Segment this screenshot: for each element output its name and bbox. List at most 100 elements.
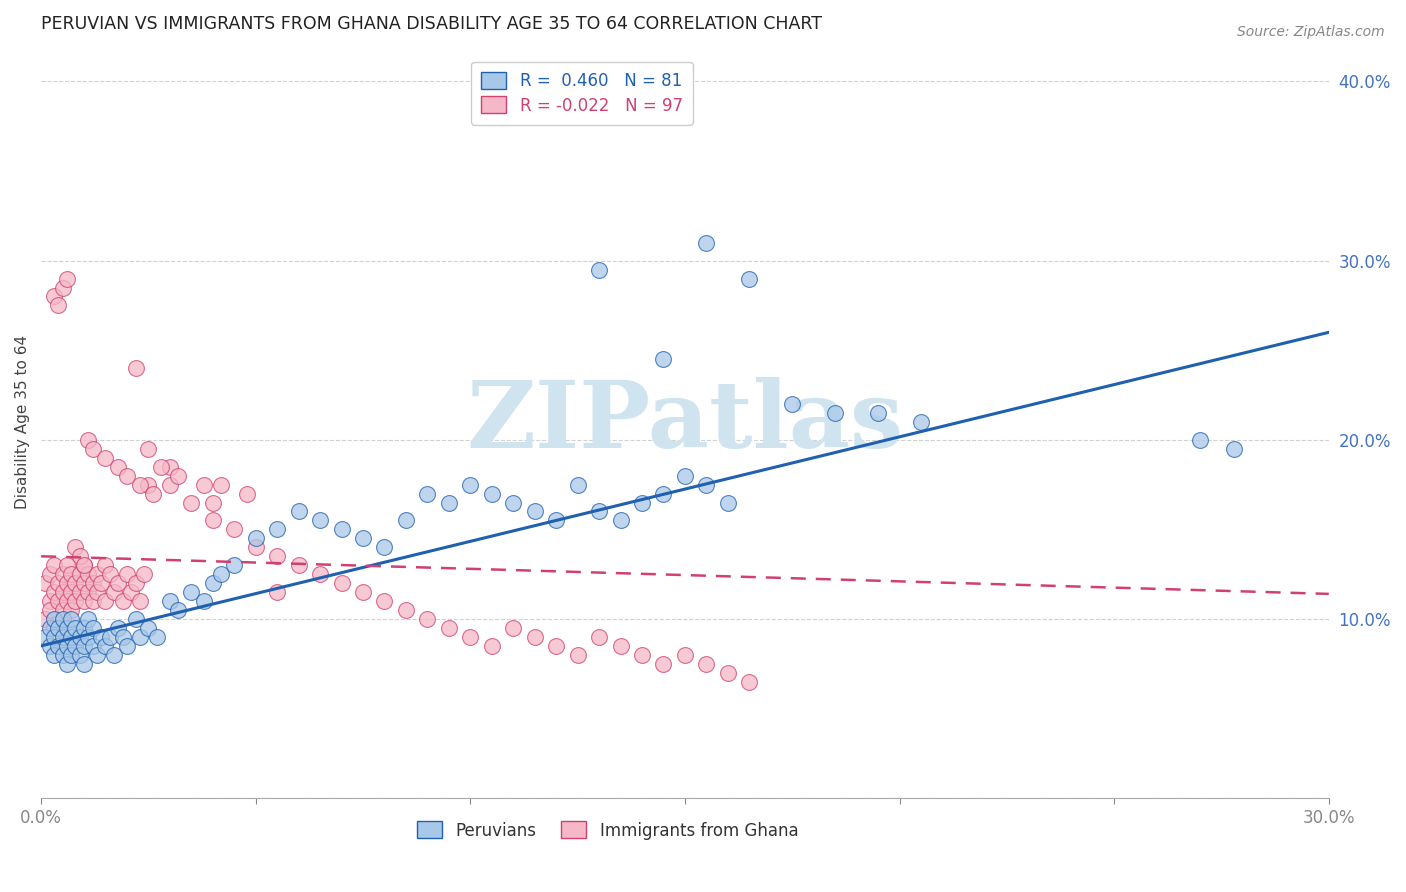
Point bbox=[73, 594, 96, 608]
Point bbox=[107, 621, 129, 635]
Point bbox=[65, 594, 87, 608]
Point bbox=[65, 541, 87, 555]
Point bbox=[567, 648, 589, 662]
Point bbox=[546, 111, 568, 125]
Point bbox=[738, 271, 761, 285]
Point bbox=[128, 594, 150, 608]
Point bbox=[60, 648, 83, 662]
Point bbox=[352, 585, 374, 599]
Point bbox=[695, 235, 717, 250]
Point bbox=[90, 576, 112, 591]
Point bbox=[373, 594, 395, 608]
Point bbox=[103, 585, 125, 599]
Point bbox=[201, 513, 224, 527]
Point bbox=[738, 674, 761, 689]
Point bbox=[142, 486, 165, 500]
Point bbox=[460, 477, 482, 491]
Point bbox=[588, 504, 610, 518]
Point bbox=[56, 621, 79, 635]
Point bbox=[65, 621, 87, 635]
Point bbox=[56, 639, 79, 653]
Point bbox=[209, 477, 232, 491]
Point bbox=[138, 477, 160, 491]
Point bbox=[38, 567, 60, 582]
Point bbox=[138, 621, 160, 635]
Point bbox=[546, 513, 568, 527]
Point bbox=[86, 648, 108, 662]
Point bbox=[717, 665, 740, 680]
Point bbox=[52, 567, 75, 582]
Point bbox=[910, 415, 932, 429]
Point bbox=[82, 576, 104, 591]
Point bbox=[481, 639, 503, 653]
Point bbox=[69, 567, 91, 582]
Point bbox=[245, 532, 267, 546]
Point bbox=[60, 612, 83, 626]
Point bbox=[69, 549, 91, 564]
Point bbox=[224, 558, 246, 573]
Point bbox=[42, 289, 65, 303]
Point bbox=[138, 442, 160, 456]
Point bbox=[159, 459, 181, 474]
Point bbox=[193, 477, 215, 491]
Point bbox=[73, 621, 96, 635]
Point bbox=[42, 558, 65, 573]
Point bbox=[209, 567, 232, 582]
Point bbox=[481, 486, 503, 500]
Point bbox=[34, 612, 56, 626]
Point bbox=[42, 585, 65, 599]
Point bbox=[330, 576, 353, 591]
Point bbox=[86, 585, 108, 599]
Point bbox=[588, 630, 610, 644]
Point bbox=[652, 486, 675, 500]
Point bbox=[111, 594, 134, 608]
Point bbox=[69, 648, 91, 662]
Point bbox=[42, 612, 65, 626]
Point bbox=[98, 630, 121, 644]
Point bbox=[115, 468, 138, 483]
Point bbox=[128, 477, 150, 491]
Point bbox=[159, 594, 181, 608]
Point bbox=[287, 558, 309, 573]
Point bbox=[373, 541, 395, 555]
Legend: Peruvians, Immigrants from Ghana: Peruvians, Immigrants from Ghana bbox=[411, 814, 806, 847]
Point bbox=[134, 567, 156, 582]
Point bbox=[60, 567, 83, 582]
Point bbox=[56, 594, 79, 608]
Point bbox=[107, 459, 129, 474]
Point bbox=[588, 262, 610, 277]
Point bbox=[103, 648, 125, 662]
Point bbox=[94, 558, 117, 573]
Point bbox=[193, 594, 215, 608]
Point bbox=[34, 576, 56, 591]
Point bbox=[330, 522, 353, 536]
Point bbox=[60, 630, 83, 644]
Point bbox=[416, 612, 439, 626]
Point bbox=[167, 603, 190, 617]
Point bbox=[201, 576, 224, 591]
Text: Source: ZipAtlas.com: Source: ZipAtlas.com bbox=[1237, 25, 1385, 39]
Point bbox=[159, 477, 181, 491]
Point bbox=[395, 603, 418, 617]
Point bbox=[546, 639, 568, 653]
Point bbox=[695, 477, 717, 491]
Point bbox=[38, 639, 60, 653]
Point bbox=[77, 612, 100, 626]
Point bbox=[52, 603, 75, 617]
Point bbox=[52, 648, 75, 662]
Point bbox=[107, 576, 129, 591]
Point bbox=[52, 280, 75, 294]
Point bbox=[567, 477, 589, 491]
Point bbox=[94, 594, 117, 608]
Point bbox=[695, 657, 717, 671]
Text: PERUVIAN VS IMMIGRANTS FROM GHANA DISABILITY AGE 35 TO 64 CORRELATION CHART: PERUVIAN VS IMMIGRANTS FROM GHANA DISABI… bbox=[41, 15, 823, 33]
Point bbox=[717, 495, 740, 509]
Point bbox=[652, 352, 675, 367]
Point bbox=[42, 621, 65, 635]
Point bbox=[236, 486, 259, 500]
Point bbox=[65, 639, 87, 653]
Point bbox=[631, 648, 654, 662]
Point bbox=[77, 585, 100, 599]
Point bbox=[609, 513, 631, 527]
Point bbox=[82, 594, 104, 608]
